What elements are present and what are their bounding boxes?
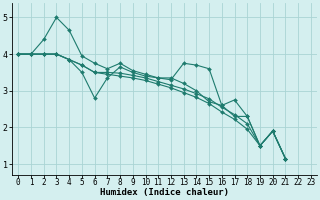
X-axis label: Humidex (Indice chaleur): Humidex (Indice chaleur) [100, 188, 229, 197]
